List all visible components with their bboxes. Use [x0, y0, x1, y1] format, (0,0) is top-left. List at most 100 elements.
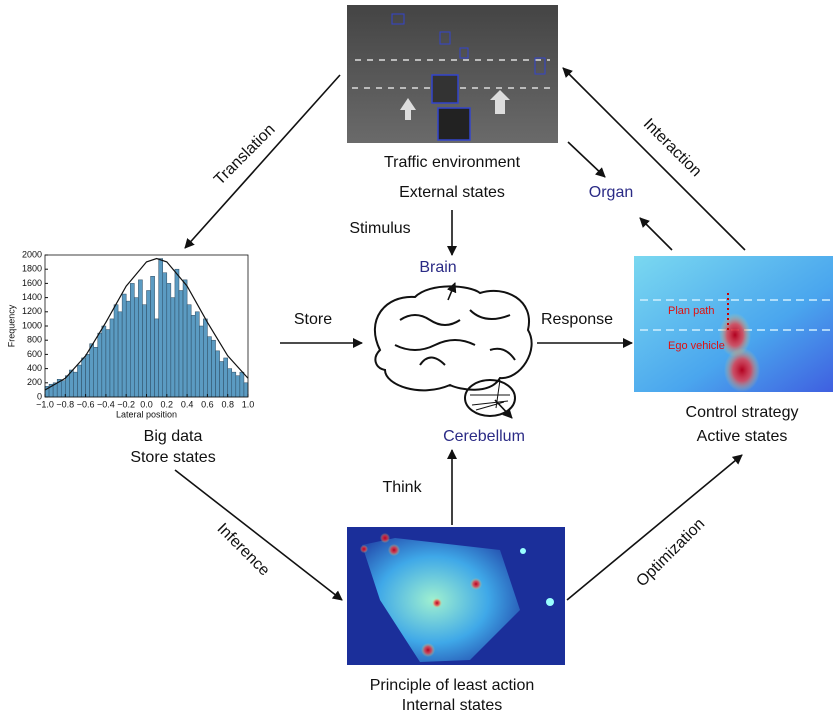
- edge-label: Response: [541, 311, 613, 328]
- bar: [114, 305, 118, 397]
- y-tick-label: 1400: [22, 292, 42, 302]
- annotation: Ego vehicle: [668, 340, 725, 352]
- annotation: Plan path: [668, 305, 714, 317]
- bar: [191, 315, 195, 397]
- bar: [118, 312, 122, 397]
- bar: [122, 294, 126, 397]
- bar: [86, 354, 90, 397]
- bar: [183, 280, 187, 397]
- x-axis-label: Lateral position: [116, 409, 177, 419]
- bar: [147, 291, 151, 398]
- bar: [73, 372, 77, 397]
- x-tick-label: 0.6: [201, 399, 214, 409]
- y-axis-label: Frequency: [6, 304, 16, 347]
- bar: [216, 351, 220, 397]
- bar: [187, 305, 191, 397]
- bar: [179, 291, 183, 398]
- bar: [90, 344, 94, 397]
- x-tick-label: 1.0: [242, 399, 255, 409]
- bar: [65, 376, 69, 397]
- bar: [69, 370, 73, 397]
- node-title: Big data: [144, 428, 203, 445]
- bar: [98, 333, 102, 397]
- brain-label: Brain: [419, 259, 456, 276]
- node-subtitle: Active states: [697, 428, 788, 445]
- control-image: [634, 256, 833, 392]
- bar: [102, 326, 106, 397]
- y-tick-label: 400: [27, 363, 42, 373]
- bar: [82, 358, 86, 397]
- x-tick-label: −0.6: [77, 399, 95, 409]
- bar: [77, 365, 81, 397]
- edge-label: Think: [382, 479, 422, 496]
- bar: [106, 330, 110, 397]
- cerebellum-label: Cerebellum: [443, 428, 525, 445]
- bar: [211, 340, 215, 397]
- y-tick-label: 1200: [22, 306, 42, 316]
- edge-label: Optimization: [633, 515, 708, 590]
- bar: [207, 337, 211, 397]
- bar: [134, 298, 138, 397]
- bar: [232, 372, 236, 397]
- bar: [110, 319, 114, 397]
- node-title: Principle of least action: [370, 677, 535, 694]
- bar: [203, 319, 207, 397]
- arrow: [563, 68, 745, 250]
- organ-label: Organ: [589, 184, 633, 201]
- x-tick-label: 0.0: [140, 399, 153, 409]
- diagram: Traffic environment External states Brai…: [0, 0, 837, 716]
- edge-label: Interaction: [640, 115, 705, 180]
- histogram: 0200400600800100012001400160018002000−1.…: [6, 249, 254, 419]
- bar: [159, 259, 163, 397]
- arrow: [640, 218, 672, 250]
- x-tick-label: −0.4: [97, 399, 115, 409]
- node-title: Control strategy: [686, 404, 799, 421]
- bar: [228, 369, 232, 397]
- x-tick-label: −0.2: [117, 399, 135, 409]
- bar: [236, 376, 240, 397]
- bar: [240, 372, 244, 397]
- bar: [151, 276, 155, 397]
- arrow: [568, 142, 605, 177]
- x-tick-label: −1.0: [36, 399, 54, 409]
- brain-image: [375, 286, 532, 416]
- node-subtitle: External states: [399, 184, 505, 201]
- bar: [94, 347, 98, 397]
- bar: [171, 298, 175, 397]
- bar: [244, 383, 248, 397]
- traffic-image: [347, 5, 558, 143]
- bar: [142, 305, 146, 397]
- y-tick-label: 1000: [22, 320, 42, 330]
- x-tick-label: 0.8: [221, 399, 234, 409]
- arrow: [175, 470, 342, 600]
- bar: [175, 269, 179, 397]
- arrow: [185, 75, 340, 248]
- bar: [167, 283, 171, 397]
- edge-label: Inference: [214, 520, 273, 579]
- x-tick-label: 0.4: [181, 399, 194, 409]
- y-tick-label: 800: [27, 335, 42, 345]
- bar: [195, 312, 199, 397]
- bar: [163, 273, 167, 397]
- node-title: Traffic environment: [384, 154, 521, 171]
- bar: [126, 301, 130, 397]
- bar: [199, 326, 203, 397]
- bar: [155, 319, 159, 397]
- bar: [224, 358, 228, 397]
- y-tick-label: 1800: [22, 264, 42, 274]
- y-tick-label: 200: [27, 377, 42, 387]
- bar: [220, 362, 224, 398]
- bar: [138, 280, 142, 397]
- y-tick-label: 2000: [22, 249, 42, 259]
- edge-label: Stimulus: [349, 220, 410, 237]
- node-subtitle: Internal states: [402, 697, 503, 714]
- x-tick-label: −0.8: [56, 399, 74, 409]
- bar: [61, 381, 65, 397]
- heatmap-image: [347, 527, 565, 665]
- node-subtitle: Store states: [130, 449, 215, 466]
- bar: [130, 283, 134, 397]
- y-tick-label: 600: [27, 349, 42, 359]
- edge-label: Store: [294, 311, 332, 328]
- x-tick-label: 0.2: [161, 399, 174, 409]
- y-tick-label: 1600: [22, 278, 42, 288]
